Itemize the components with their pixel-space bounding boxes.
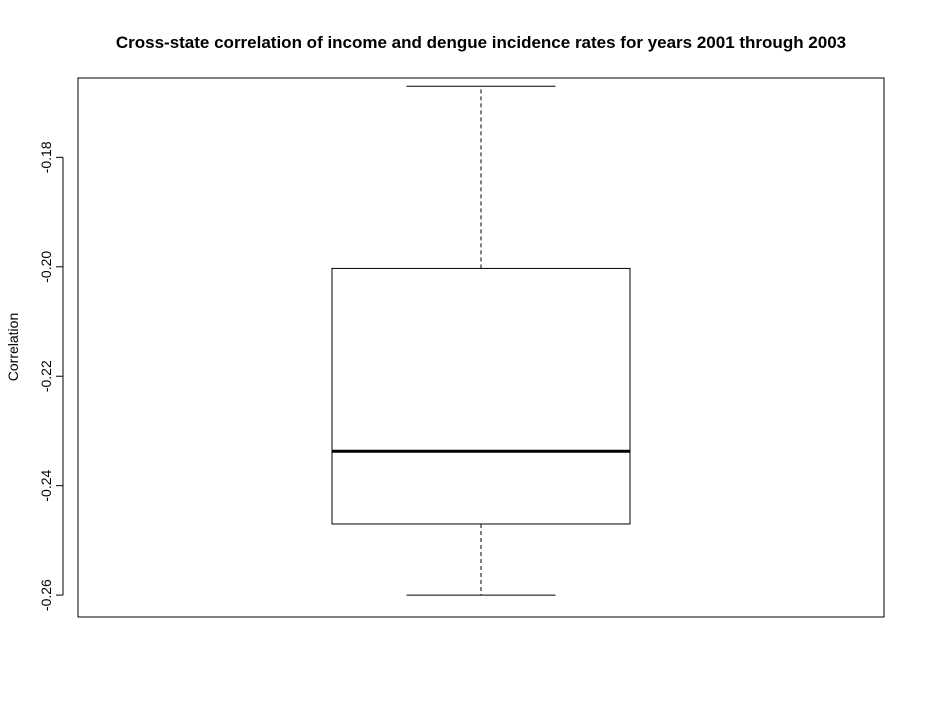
iqr-box [331, 267, 631, 525]
y-axis-label: Correlation [5, 313, 21, 381]
y-tick-label: -0.22 [38, 360, 54, 392]
plot-frame [77, 77, 885, 618]
y-tick-label: -0.26 [38, 579, 54, 611]
chart-title: Cross-state correlation of income and de… [116, 33, 846, 52]
y-tick-label: -0.18 [38, 141, 54, 173]
y-tick-label: -0.20 [38, 251, 54, 283]
y-axis: -0.26 -0.24 -0.22 -0.20 -0.18 [38, 141, 64, 611]
box-plot [331, 85, 631, 596]
y-tick-label: -0.24 [38, 470, 54, 502]
